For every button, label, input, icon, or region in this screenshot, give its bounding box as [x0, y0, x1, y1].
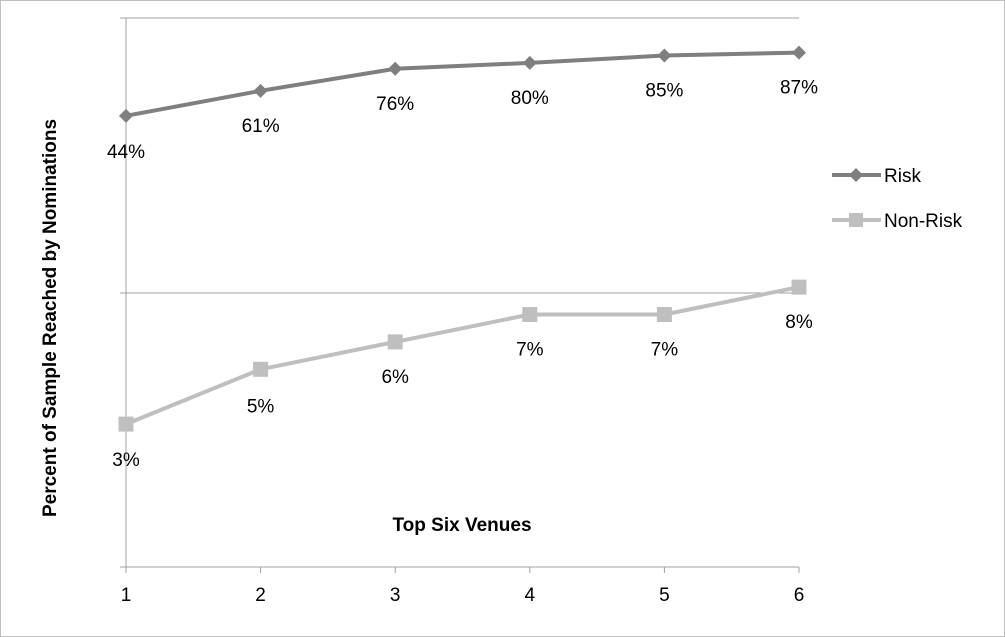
data-label: 44% [107, 142, 145, 163]
data-point [118, 416, 134, 432]
data-point [119, 108, 133, 123]
x-tick-label: 3 [390, 585, 401, 606]
legend-nonrisk-marker [849, 213, 863, 227]
data-point [522, 55, 537, 70]
data-labels: 44% 61% 76% 80% 85% 87% 3% 5% 6% 7% 7% 8% [107, 78, 818, 471]
data-point [792, 45, 806, 60]
legend-risk-label: Risk [884, 166, 921, 187]
data-label: 61% [242, 116, 280, 137]
data-label: 80% [511, 88, 549, 109]
data-label: 5% [247, 396, 275, 417]
data-label: 85% [645, 81, 683, 102]
x-ticks: 1 2 3 4 5 6 [121, 567, 805, 606]
y-axis-title: Percent of Sample Reached by Nominations [40, 119, 61, 517]
data-label: 7% [651, 340, 679, 361]
data-point [522, 307, 538, 322]
x-tick-label: 5 [659, 585, 670, 606]
series-layer [118, 45, 807, 432]
data-label: 8% [785, 312, 813, 333]
legend-nonrisk-label: Non-Risk [884, 211, 963, 232]
data-label: 7% [516, 340, 544, 361]
legend-risk-marker [849, 168, 863, 182]
series-line-non-risk [125, 285, 800, 426]
data-point [656, 307, 672, 322]
x-axis-title: Top Six Venues [392, 515, 531, 536]
data-label: 76% [376, 94, 414, 115]
data-point [253, 361, 269, 377]
x-tick-label: 4 [525, 585, 536, 606]
data-label: 87% [780, 78, 818, 99]
data-point [388, 61, 403, 76]
x-tick-label: 2 [255, 585, 266, 606]
x-tick-label: 6 [794, 585, 805, 606]
data-label: 3% [112, 450, 140, 471]
x-tick-label: 1 [121, 585, 132, 606]
legend: Risk Non-Risk [832, 166, 963, 232]
data-label: 6% [381, 367, 409, 388]
data-point [253, 83, 268, 98]
data-point [657, 48, 672, 63]
data-point [387, 334, 403, 350]
series-line-risk [125, 50, 800, 118]
data-point [791, 279, 807, 295]
